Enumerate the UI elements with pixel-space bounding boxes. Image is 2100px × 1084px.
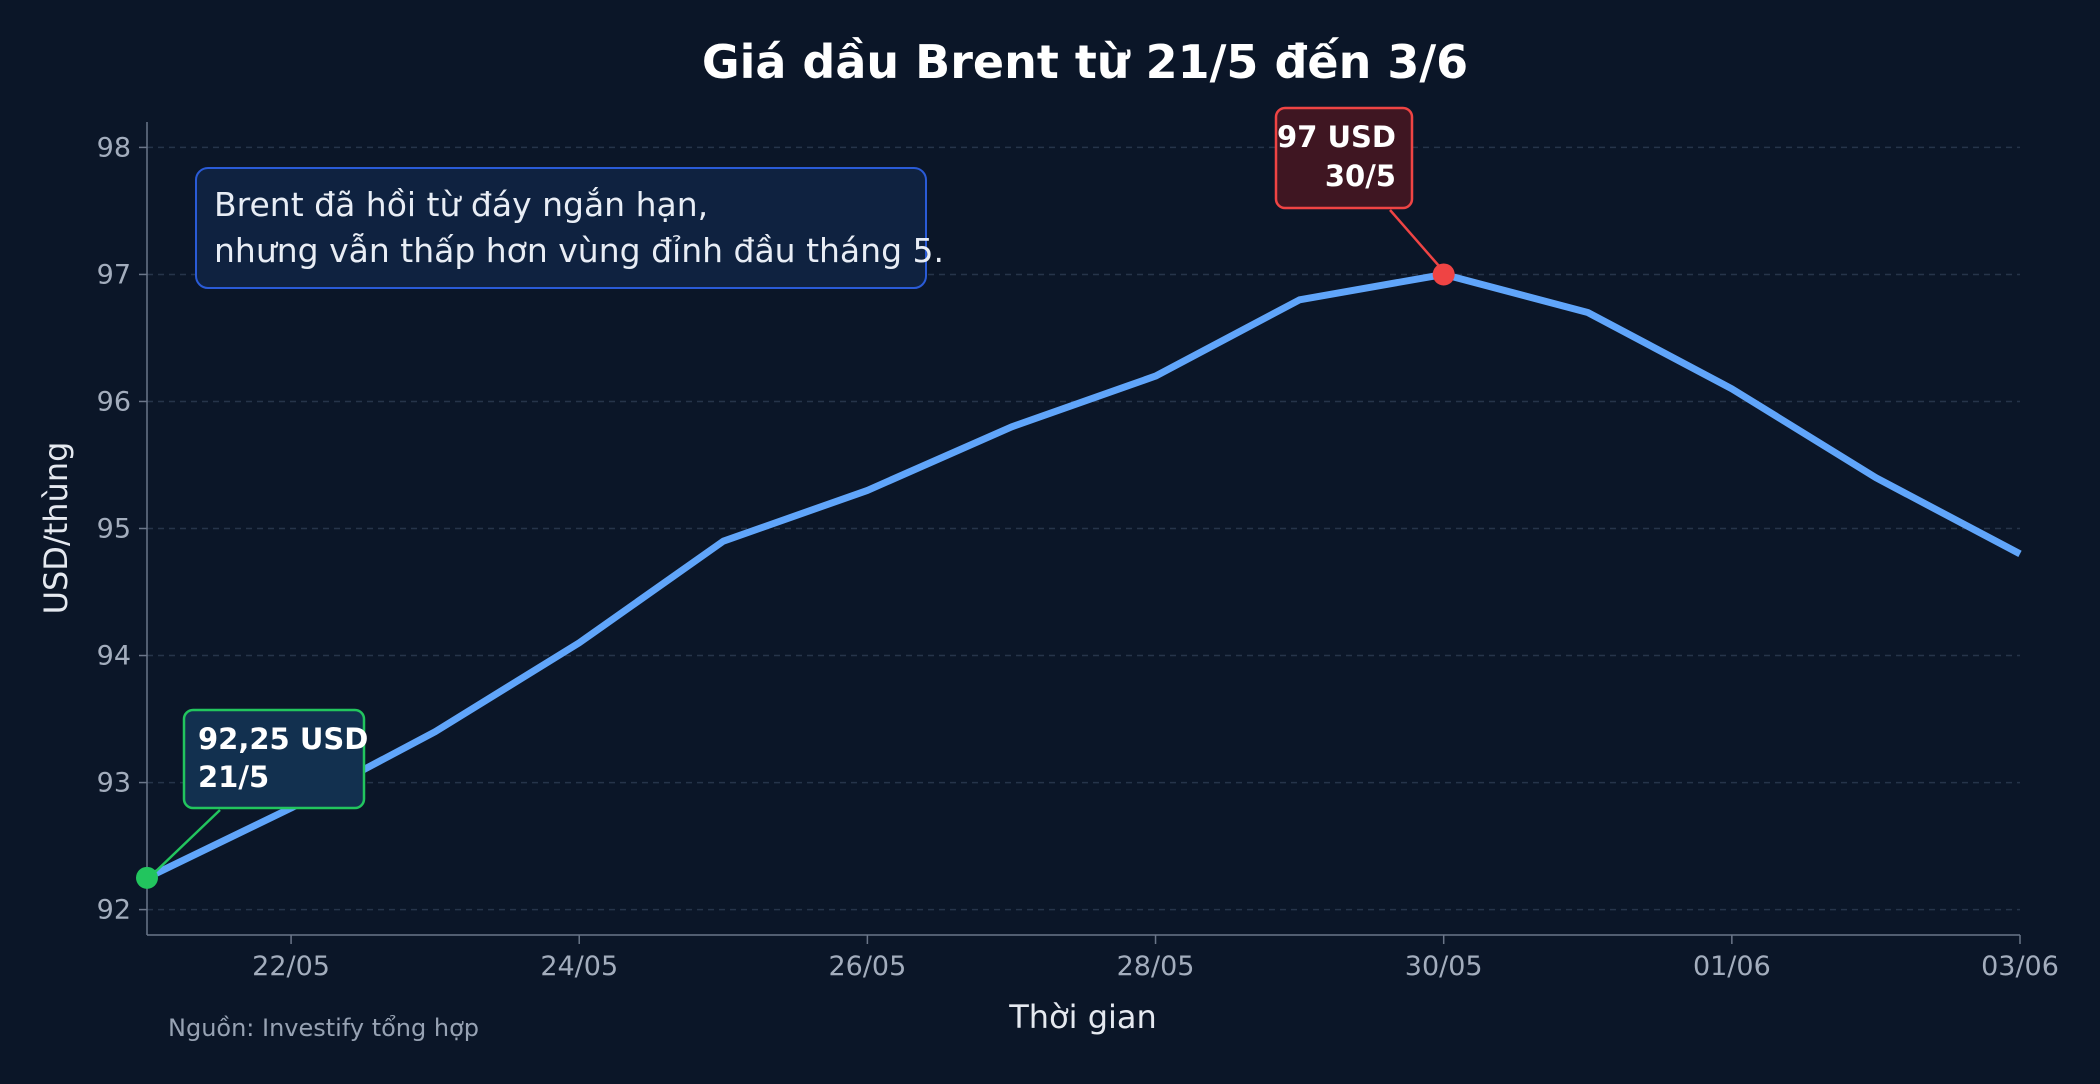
y-tick-label: 97 xyxy=(97,259,131,290)
x-tick-label: 24/05 xyxy=(540,951,618,982)
high-point-leader-line xyxy=(1389,209,1440,267)
y-tick-label: 96 xyxy=(97,386,131,417)
series-layer xyxy=(145,270,2022,881)
x-tick-label: 22/05 xyxy=(252,951,330,982)
source-note: Nguồn: Investify tổng hợp xyxy=(168,1014,479,1042)
high-point-callout-box xyxy=(1274,106,1414,210)
y-tick-label: 95 xyxy=(97,514,131,545)
high-point-date: 30/5 xyxy=(1325,159,1396,193)
marker-layer xyxy=(136,263,1455,889)
y-ticks: 92 93 94 95 96 97 98 xyxy=(97,132,147,926)
x-tick-label: 30/05 xyxy=(1405,951,1483,982)
info-box-line-1: Brent đã hồi từ đáy ngắn hạn, xyxy=(214,185,708,224)
y-tick-label: 98 xyxy=(97,132,131,163)
y-tick-label: 92 xyxy=(97,895,131,926)
high-point-callout: 97 USD 30/5 xyxy=(1274,106,1440,267)
y-tick-label: 94 xyxy=(97,641,131,672)
brent-price-line xyxy=(145,270,2022,881)
info-box-frame xyxy=(195,167,927,289)
y-axis-label: USD/thùng xyxy=(37,442,75,615)
low-point-marker xyxy=(136,866,158,889)
x-tick-label: 01/06 xyxy=(1693,951,1771,982)
x-tick-label: 26/05 xyxy=(828,951,906,982)
high-point-marker xyxy=(1432,263,1455,286)
low-point-value: 92,25 USD xyxy=(198,722,368,756)
info-box-line-2: nhưng vẫn thấp hơn vùng đỉnh đầu tháng 5… xyxy=(214,231,944,270)
x-tick-label: 28/05 xyxy=(1117,951,1195,982)
chart-title: Giá dầu Brent từ 21/5 đến 3/6 xyxy=(702,35,1468,89)
x-axis-label: Thời gian xyxy=(1008,998,1157,1036)
low-point-leader-line xyxy=(151,809,221,876)
y-tick-label: 93 xyxy=(97,768,131,799)
x-ticks: 22/05 24/05 26/05 28/05 30/05 01/06 03/06 xyxy=(252,935,2059,982)
low-point-callout: 92,25 USD 21/5 xyxy=(151,708,368,876)
info-box: Brent đã hồi từ đáy ngắn hạn, nhưng vẫn … xyxy=(195,167,944,289)
high-point-value: 97 USD xyxy=(1277,120,1396,154)
x-tick-label: 03/06 xyxy=(1981,951,2059,982)
low-point-callout-box xyxy=(182,708,366,810)
low-point-date: 21/5 xyxy=(198,760,269,794)
